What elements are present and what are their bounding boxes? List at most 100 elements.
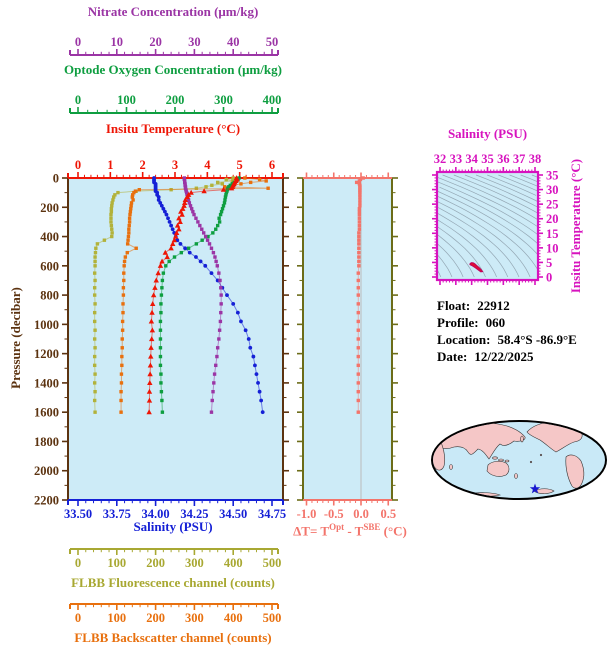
tick-label: 2200 — [34, 494, 59, 508]
float-info-block: Float: 22912 Profile: 060 Location: 58.4°S … — [437, 297, 577, 365]
tick-label: 33.75 — [103, 507, 131, 521]
tick-label: 500 — [263, 556, 282, 570]
ts-salinity-title-text: Salinity (PSU) — [447, 126, 528, 141]
tick-label: 1000 — [34, 318, 59, 332]
world-map — [431, 420, 607, 500]
delta-t-axis-title: ΔT= TOpt - TSBE (°C) — [288, 520, 412, 538]
tick-label: 34.25 — [180, 507, 208, 521]
tick-label: 5 — [237, 158, 243, 172]
fluorescence-axis-title: FLBB Fluorescence channel (counts) — [58, 576, 288, 590]
series-flbb-backscatter-channel — [119, 176, 270, 414]
tick-label: -0.5 — [324, 507, 344, 521]
ts-profile-blob — [469, 262, 484, 273]
tick-label: 0 — [546, 271, 552, 285]
tick-label: 400 — [224, 611, 243, 625]
tick-label: 200 — [146, 611, 165, 625]
temperature-axis-title-text: Insitu Temperature (°C) — [105, 121, 241, 136]
tick-label: 37 — [513, 152, 526, 166]
ts-temperature-title-text: Insitu Temperature (°C) — [568, 158, 583, 294]
tick-label: 36 — [497, 152, 510, 166]
tick-label: 500 — [263, 611, 282, 625]
tick-label: 1800 — [34, 435, 59, 449]
tick-label: 34.75 — [258, 507, 286, 521]
pressure-axis-title: Pressure (decibar) — [8, 238, 23, 438]
float-value: 22912 — [477, 298, 510, 313]
tick-label: 0 — [75, 35, 81, 49]
ts-density-contours — [438, 174, 537, 278]
tick-label: 1 — [107, 158, 113, 172]
date-row: Date: 12/22/2025 — [437, 348, 577, 365]
nitrate-axis-title-text: Nitrate Concentration (μm/kg) — [87, 4, 259, 19]
tick-label: 30 — [188, 35, 201, 49]
tick-label: 34.00 — [142, 507, 170, 521]
tick-label: 100 — [107, 611, 126, 625]
date-value: 12/22/2025 — [474, 349, 534, 364]
tick-label: 100 — [117, 93, 136, 107]
profile-value: 060 — [485, 315, 506, 330]
pressure-axis-title-text: Pressure (decibar) — [8, 287, 23, 389]
tick-label: 200 — [166, 93, 185, 107]
nitrate-axis-title: Nitrate Concentration (μm/kg) — [68, 5, 278, 19]
tick-label: 5 — [546, 256, 552, 270]
tick-label: 34 — [465, 152, 478, 166]
tick-label: 100 — [107, 556, 126, 570]
series-delta-t — [354, 176, 365, 414]
tick-label: 33 — [450, 152, 463, 166]
salinity-axis-title: Salinity (PSU) — [68, 520, 278, 534]
delta-t-title-pre: ΔT= T — [293, 523, 330, 539]
tick-label: 400 — [263, 93, 282, 107]
tick-label: 20 — [149, 35, 162, 49]
tick-label: 10 — [546, 241, 559, 255]
tick-label: 20 — [546, 212, 559, 226]
tick-label: 0 — [75, 93, 81, 107]
main-profile-plot: 0 200 400 600 800 1000 1200 1400 1600 1800 2000 220… — [34, 158, 289, 521]
tick-label: 0.5 — [380, 507, 396, 521]
delta-t-title-mid: - T — [344, 523, 364, 539]
tick-label: 2 — [140, 158, 146, 172]
tick-label: 0 — [75, 158, 81, 172]
tick-label: 0 — [53, 172, 59, 186]
tick-label: 38 — [529, 152, 542, 166]
tick-label: 0.0 — [353, 507, 369, 521]
delta-t-title-sup-sbe: SBE — [363, 522, 381, 532]
tick-label: 1200 — [34, 347, 59, 361]
float-label: Float: — [437, 298, 471, 313]
tick-label: 600 — [40, 259, 59, 273]
tick-label: 300 — [185, 556, 204, 570]
oxygen-axis-title: Optode Oxygen Concentration (μm/kg) — [58, 63, 288, 77]
delta-t-title-post: (°C) — [380, 523, 407, 539]
tick-label: 0 — [75, 611, 81, 625]
float-location-star — [529, 483, 541, 494]
tick-label: 0 — [75, 556, 81, 570]
tick-label: 300 — [214, 93, 233, 107]
salinity-axis-title-text: Salinity (PSU) — [133, 519, 213, 534]
tick-label: 32 — [434, 152, 447, 166]
location-row: Location: 58.4°S -86.9°E — [437, 331, 577, 348]
tick-label: 33.50 — [64, 507, 92, 521]
tick-label: 300 — [185, 611, 204, 625]
tick-label: 6 — [269, 158, 275, 172]
tick-label: 2000 — [34, 464, 59, 478]
backscatter-axis-title: FLBB Backscatter channel (counts) — [58, 631, 288, 645]
oxygen-axis-title-text: Optode Oxygen Concentration (μm/kg) — [64, 62, 282, 77]
tick-label: 35 — [546, 169, 559, 183]
series-insitu-temperature — [146, 175, 240, 415]
tick-label: 4 — [204, 158, 211, 172]
tick-label: 3 — [172, 158, 178, 172]
tick-label: 400 — [40, 230, 59, 244]
location-value: 58.4°S -86.9°E — [497, 332, 577, 347]
date-label: Date: — [437, 349, 468, 364]
tick-label: 200 — [40, 201, 59, 215]
temperature-axis-title: Insitu Temperature (°C) — [68, 122, 278, 136]
location-label: Location: — [437, 332, 491, 347]
profile-label: Profile: — [437, 315, 479, 330]
ts-salinity-title: Salinity (PSU) — [437, 127, 538, 141]
series-nitrate-concentration — [182, 176, 223, 414]
tick-label: 50 — [266, 35, 279, 49]
ts-temperature-title: Insitu Temperature (°C) — [568, 155, 583, 297]
tick-label: 400 — [224, 556, 243, 570]
backscatter-axis-title-text: FLBB Backscatter channel (counts) — [74, 630, 272, 645]
